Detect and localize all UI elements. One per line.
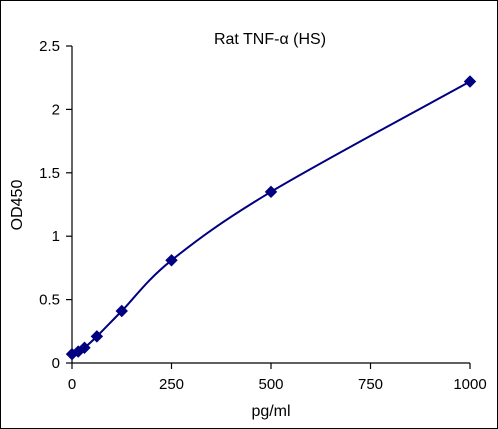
x-axis-title: pg/ml xyxy=(251,403,290,420)
y-tick-label: 0.5 xyxy=(39,292,60,309)
data-point-marker xyxy=(264,185,278,199)
y-tick-label: 1 xyxy=(52,228,60,245)
data-point-marker xyxy=(165,254,178,267)
y-tick-label: 2 xyxy=(52,101,60,118)
x-tick-label: 0 xyxy=(68,376,76,393)
x-tick-label: 250 xyxy=(159,376,184,393)
standard-curve-line xyxy=(71,80,471,356)
y-axis-title: OD450 xyxy=(9,180,26,231)
data-point-markers xyxy=(65,75,477,361)
chart-title: Rat TNF-α (HS) xyxy=(214,31,326,48)
y-tick-label: 2.5 xyxy=(39,38,60,55)
plot-area: 0 250 500 750 1000 0 0.5 1 1.5 2 2.5 xyxy=(39,38,487,393)
data-point-marker xyxy=(463,75,477,88)
y-tick-label: 1.5 xyxy=(39,165,60,182)
data-point-marker xyxy=(115,304,128,318)
data-point-marker xyxy=(90,330,104,343)
x-axis-ticks: 0 250 500 750 1000 xyxy=(68,363,487,393)
y-axis-ticks: 0 0.5 1 1.5 2 2.5 xyxy=(39,38,72,372)
x-tick-label: 1000 xyxy=(453,376,486,393)
x-tick-label: 750 xyxy=(358,376,383,393)
data-point-marker xyxy=(78,341,91,354)
y-tick-label: 0 xyxy=(52,355,60,372)
x-tick-label: 500 xyxy=(258,376,283,393)
